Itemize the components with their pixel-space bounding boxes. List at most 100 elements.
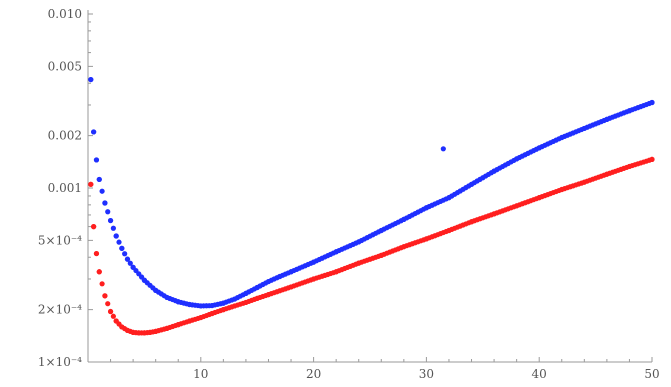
- series-0-data-point: [491, 168, 497, 174]
- series-1-data-point: [356, 260, 362, 266]
- series-1-data-point: [649, 156, 655, 163]
- series-1-data-point: [311, 276, 317, 282]
- series-1-data-point: [141, 330, 147, 336]
- series-1-data-point: [220, 307, 226, 313]
- series-1-data-point: [198, 314, 204, 321]
- y-tick-label: 0.010: [48, 7, 82, 21]
- series-1-data-point: [401, 244, 407, 250]
- series-0-data-point: [93, 157, 100, 163]
- series-0-data-point: [220, 300, 226, 306]
- series-1-data-point: [96, 269, 102, 275]
- series-1-data-point: [423, 236, 429, 242]
- series-1-data-point: [581, 179, 587, 185]
- y-tick-label: 2×10⁻⁴: [38, 303, 82, 317]
- series-0-data-point: [514, 156, 520, 162]
- series-0-point: [105, 209, 111, 215]
- series-1-data-point: [153, 328, 159, 334]
- series-1-data-point: [232, 303, 238, 309]
- series-1-data-point: [265, 291, 272, 298]
- series-0-data-point: [604, 116, 610, 122]
- series-1-data-point: [604, 171, 610, 177]
- series-0-data-point: [581, 125, 587, 132]
- series-1-data-point: [559, 186, 565, 193]
- series-0-data-point: [356, 239, 362, 245]
- series-0-data-point: [288, 269, 294, 275]
- series-0-data-point: [333, 249, 339, 255]
- series-layer: [88, 76, 655, 336]
- series-0-point: [116, 239, 122, 245]
- series-0-data-point: [401, 216, 407, 222]
- series-0-data-point: [626, 108, 633, 114]
- series-0-data-point: [232, 296, 238, 302]
- series-1-point: [110, 313, 116, 319]
- series-1-data-point: [254, 295, 260, 302]
- series-0-data-point: [559, 134, 565, 141]
- series-0-data-point: [446, 195, 452, 201]
- series-0: [88, 76, 655, 309]
- series-0-data-point: [254, 284, 260, 291]
- series-0-data-point: [378, 227, 384, 234]
- series-0-data-point: [649, 99, 655, 106]
- series-1-data-point: [119, 324, 125, 330]
- y-tick-label: 5×10⁻⁴: [38, 233, 82, 247]
- series-1-data-point: [626, 163, 633, 170]
- y-ticks: 1×10⁻⁴ 2×10⁻⁴ 5×10⁻⁴ 0.001 0.002 0.005 0.010: [38, 7, 93, 369]
- x-tick-label: 20: [306, 367, 321, 381]
- series-0-data-point: [423, 205, 429, 211]
- series-0-data-point: [124, 256, 131, 262]
- series-0-data-point: [311, 259, 317, 265]
- series-1-data-point: [491, 211, 497, 217]
- series-0-point: [127, 260, 133, 266]
- series-1-data-point: [186, 318, 193, 324]
- series-1-data-point: [514, 203, 520, 209]
- series-0-data-point: [153, 287, 159, 293]
- series-1-data-point: [107, 308, 114, 315]
- series-1-data-point: [243, 299, 249, 306]
- series-1-data-point: [147, 329, 153, 335]
- series-1-data-point: [446, 227, 452, 234]
- series-0-data-point: [440, 146, 446, 152]
- series-1-data-point: [378, 252, 384, 258]
- series-0-data-point: [209, 302, 215, 309]
- x-tick-label: 10: [193, 367, 208, 381]
- y-tick-label: 0.005: [48, 59, 82, 73]
- y-tick-label: 0.002: [48, 129, 82, 143]
- series-1-data-point: [91, 224, 97, 230]
- series-0-data-point: [536, 145, 542, 151]
- series-1-data-point: [113, 318, 119, 324]
- series-0-data-point: [91, 129, 97, 135]
- x-tick-label: 30: [419, 367, 434, 381]
- series-0-point: [122, 251, 128, 257]
- series-0-data-point: [141, 277, 147, 283]
- series-1-data-point: [468, 219, 475, 225]
- series-1-data-point: [88, 181, 94, 187]
- series-0-data-point: [102, 200, 108, 206]
- series-1-data-point: [333, 269, 339, 275]
- y-tick-label: 0.001: [48, 181, 82, 195]
- series-0-data-point: [107, 217, 114, 224]
- series-0-data-point: [468, 181, 475, 187]
- series-1-data-point: [102, 293, 108, 299]
- series-1-data-point: [130, 329, 136, 335]
- series-1: [88, 156, 655, 336]
- series-0-data-point: [113, 233, 119, 239]
- series-0-data-point: [265, 278, 272, 285]
- y-tick-label: 1×10⁻⁴: [38, 355, 82, 369]
- series-1-data-point: [93, 250, 100, 257]
- series-1-data-point: [136, 330, 142, 336]
- x-ticks: 10 20 30 40 50: [110, 357, 660, 381]
- series-0-data-point: [164, 294, 170, 301]
- x-tick-label: 40: [532, 367, 547, 381]
- series-0-data-point: [130, 264, 136, 270]
- x-tick-label: 50: [644, 367, 659, 381]
- series-1-data-point: [288, 284, 294, 290]
- series-0-data-point: [243, 290, 249, 296]
- series-0-data-point: [88, 76, 94, 83]
- series-1-data-point: [536, 195, 542, 201]
- series-1-point: [99, 281, 105, 287]
- series-1-data-point: [124, 327, 131, 333]
- series-0-data-point: [96, 176, 102, 183]
- series-0-data-point: [175, 299, 181, 305]
- series-1-point: [105, 301, 111, 307]
